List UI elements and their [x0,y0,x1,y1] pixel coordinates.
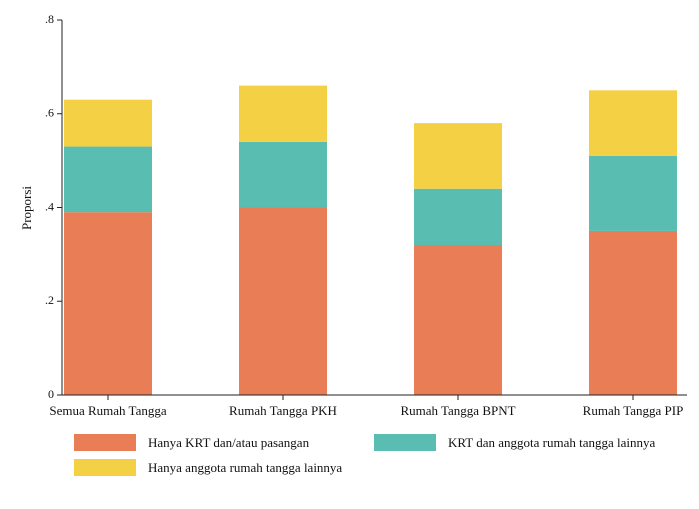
y-tick-label: .8 [45,12,54,26]
bar-segment [64,99,152,147]
x-tick-label: Semua Rumah Tangga [49,403,167,418]
bar-segment [414,188,502,245]
bar-segment [64,146,152,213]
bar-segment [239,85,327,142]
y-tick-label: .4 [45,199,54,213]
bar-segment [414,123,502,189]
y-axis: 0 .2 .4 .6 .8 [45,12,63,401]
x-tick-label: Rumah Tangga PKH [229,403,337,418]
bars-group [64,85,677,395]
y-axis-label: Proporsi [19,186,34,230]
x-axis: Semua Rumah Tangga Rumah Tangga PKH Rumah … [49,394,687,418]
bar-segment [589,155,677,231]
x-tick-label: Rumah Tangga BPNT [400,403,515,418]
x-tick-label: Rumah Tangga PIP [583,403,684,418]
bar-segment [589,230,677,395]
y-tick-label: .6 [45,106,54,120]
bar-segment [239,207,327,395]
y-tick-label: .2 [45,293,54,307]
bar-segment [589,90,677,156]
bar-segment [239,141,327,208]
bar-segment [64,212,152,395]
y-tick-label: 0 [48,387,54,401]
bar-segment [414,245,502,395]
